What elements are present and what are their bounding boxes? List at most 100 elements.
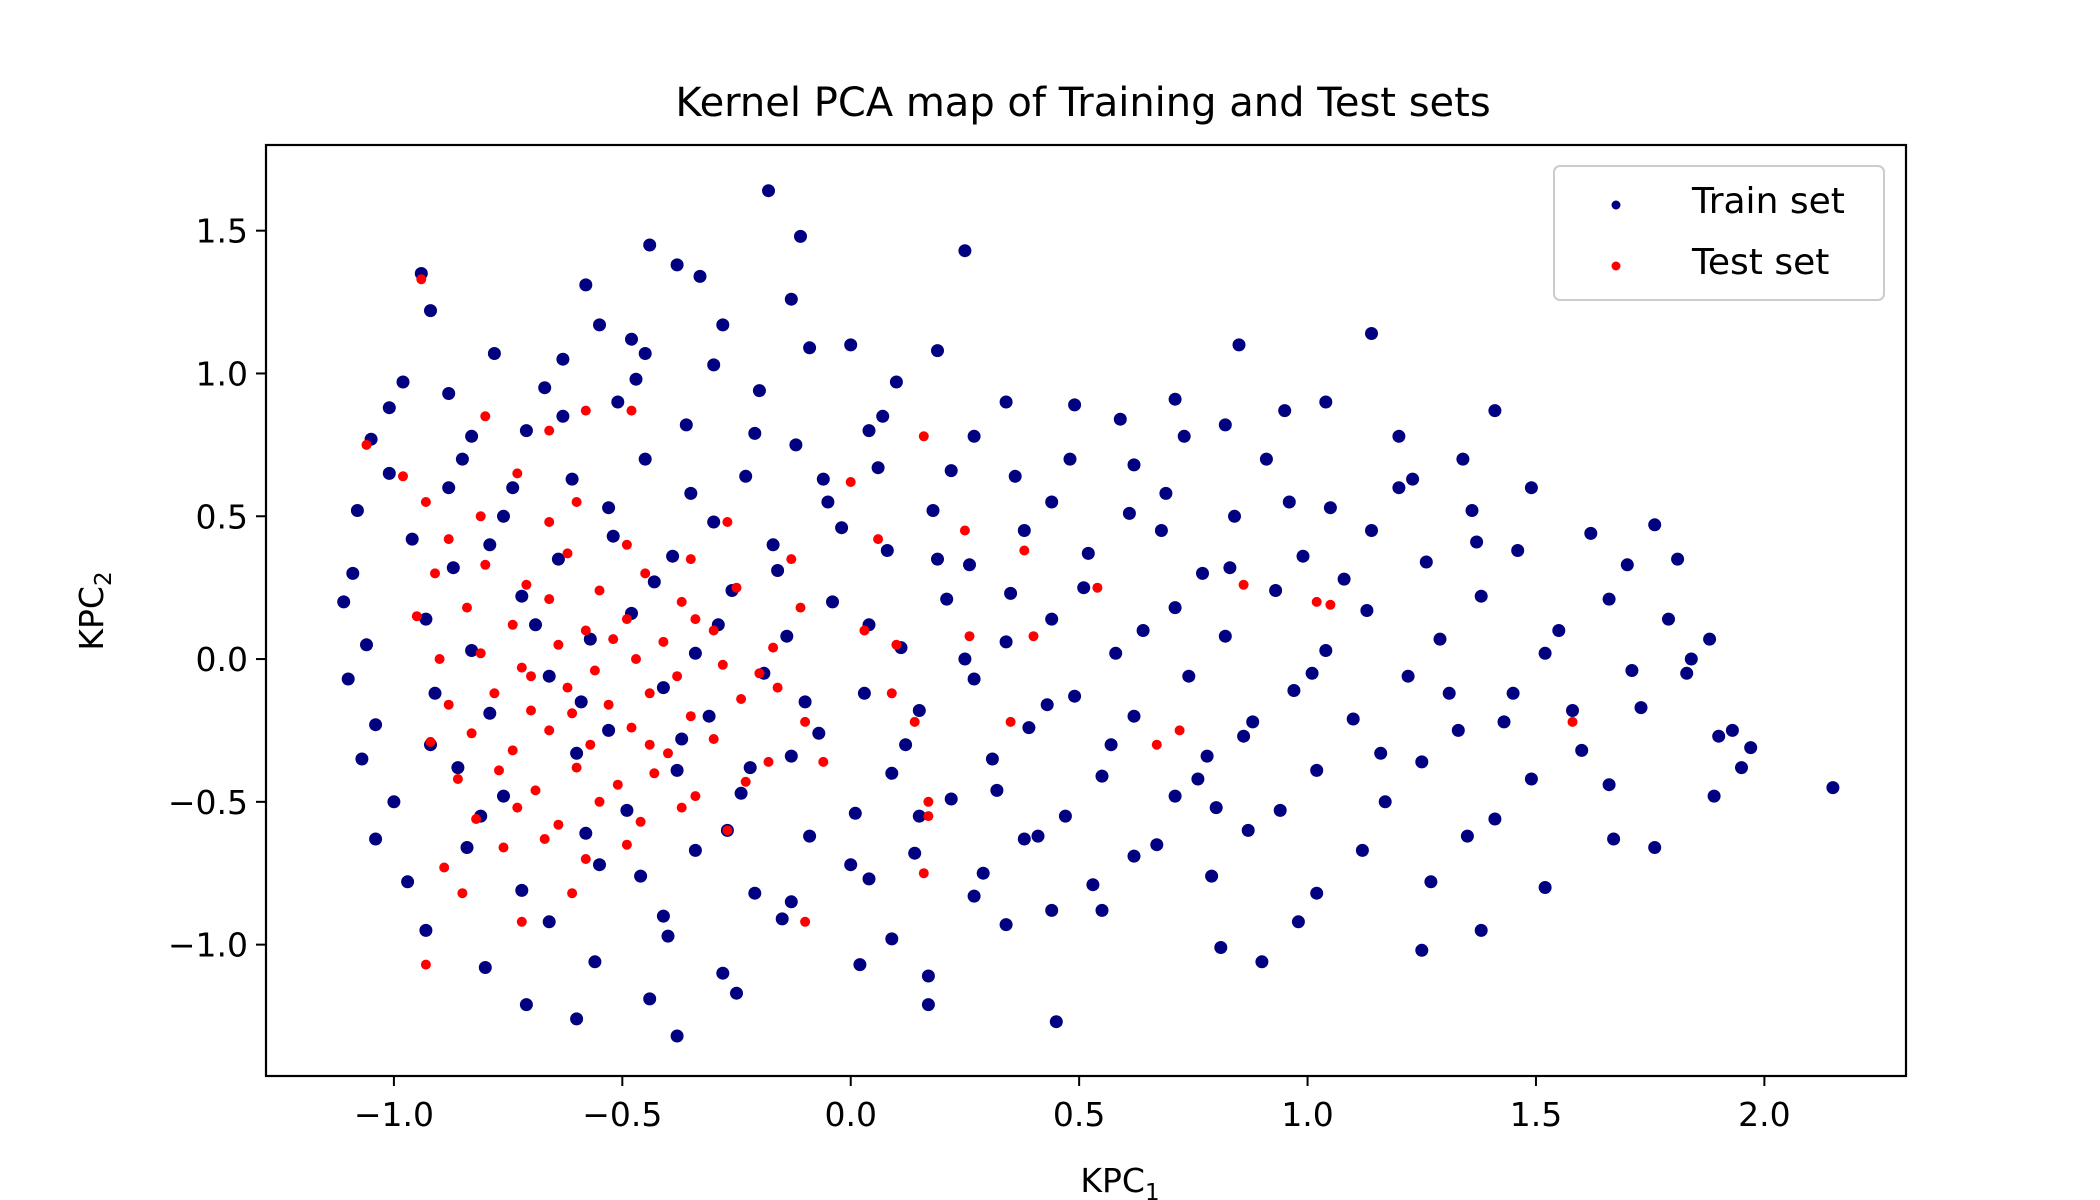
train-point-201 — [588, 955, 602, 969]
train-point-270 — [944, 464, 958, 478]
train-point-35 — [465, 429, 479, 443]
train-point-219 — [647, 575, 661, 589]
test-point-74 — [722, 825, 733, 836]
train-point-116 — [857, 686, 871, 700]
train-point-9 — [670, 258, 684, 272]
train-point-46 — [442, 481, 456, 495]
legend-marker-train — [1611, 200, 1621, 210]
test-point-26 — [507, 619, 518, 630]
train-point-32 — [1319, 395, 1333, 409]
test-point-49 — [736, 694, 747, 704]
train-point-130 — [912, 704, 926, 717]
train-point-37 — [679, 418, 693, 432]
train-point-199 — [1474, 923, 1488, 937]
train-point-182 — [862, 872, 876, 886]
train-point-165 — [369, 832, 383, 846]
train-point-36 — [519, 424, 533, 438]
x-axis-title: KPC1 — [1080, 1161, 1159, 1200]
y-tick-label-0: −1.0 — [168, 926, 248, 965]
y-axis-title: KPC2 — [72, 571, 117, 650]
train-point-198 — [1415, 943, 1429, 957]
train-point-2 — [643, 238, 657, 252]
train-point-12 — [625, 332, 638, 346]
train-point-278 — [1177, 429, 1191, 443]
train-point-210 — [1049, 1015, 1063, 1029]
train-point-137 — [1725, 723, 1739, 737]
train-point-54 — [1323, 501, 1337, 515]
train-point-265 — [784, 895, 798, 909]
test-point-79 — [439, 862, 450, 873]
train-point-80 — [1296, 549, 1310, 563]
train-point-209 — [921, 998, 935, 1012]
train-point-170 — [908, 846, 922, 860]
train-point-136 — [1566, 704, 1579, 717]
train-point-10 — [593, 318, 606, 332]
train-point-55 — [1406, 472, 1420, 486]
train-point-17 — [707, 358, 721, 372]
test-point-91 — [845, 477, 856, 487]
train-point-214 — [455, 452, 469, 466]
test-point-52 — [466, 728, 477, 739]
train-point-13 — [487, 347, 501, 360]
test-point-18 — [521, 579, 532, 590]
train-point-228 — [931, 552, 944, 566]
train-point-222 — [743, 761, 757, 775]
test-point-94 — [909, 716, 920, 727]
test-point-113 — [818, 756, 829, 767]
test-point-78 — [621, 839, 632, 850]
train-point-164 — [1707, 789, 1721, 803]
test-point-32 — [768, 642, 779, 653]
train-point-95 — [1474, 589, 1488, 603]
train-point-149 — [1524, 772, 1538, 786]
train-point-243 — [1374, 746, 1388, 760]
train-point-142 — [784, 749, 798, 763]
test-point-23 — [731, 582, 742, 593]
train-point-241 — [1305, 666, 1319, 680]
train-point-247 — [1497, 715, 1511, 729]
train-point-155 — [620, 803, 634, 817]
y-tick-label-1: −0.5 — [168, 783, 248, 822]
train-point-178 — [401, 875, 415, 889]
test-point-70 — [553, 819, 564, 830]
train-point-76 — [880, 544, 894, 557]
test-point-46 — [603, 699, 614, 710]
train-point-1 — [794, 229, 807, 243]
train-point-49 — [739, 469, 753, 483]
train-point-260 — [629, 372, 643, 386]
test-point-50 — [800, 716, 811, 727]
train-point-185 — [1205, 869, 1219, 883]
test-point-76 — [539, 834, 550, 844]
train-point-138 — [355, 752, 369, 766]
train-point-169 — [803, 829, 817, 843]
train-point-204 — [921, 969, 935, 983]
test-point-66 — [690, 791, 701, 802]
test-point-35 — [516, 662, 527, 673]
test-point-7 — [626, 405, 637, 416]
test-point-59 — [763, 756, 774, 767]
train-point-86 — [515, 589, 529, 603]
train-point-216 — [529, 618, 542, 632]
test-point-102 — [1092, 582, 1103, 593]
train-point-213 — [382, 401, 396, 415]
test-point-80 — [457, 888, 468, 899]
legend-box — [1553, 165, 1885, 301]
train-point-25 — [611, 395, 625, 409]
train-point-245 — [1442, 686, 1456, 700]
train-point-19 — [931, 344, 944, 358]
train-point-277 — [1150, 838, 1164, 852]
test-point-68 — [471, 814, 482, 824]
train-point-173 — [1241, 823, 1255, 837]
train-point-146 — [1200, 749, 1214, 763]
test-point-29 — [621, 614, 632, 625]
train-point-100 — [583, 632, 597, 646]
legend: Train set Test set — [1553, 165, 1885, 301]
train-point-262 — [684, 486, 698, 500]
test-point-77 — [580, 854, 591, 864]
train-point-96 — [1602, 592, 1616, 606]
train-point-236 — [1159, 486, 1173, 500]
train-point-43 — [1392, 429, 1406, 443]
y-axis-title-subscript: 2 — [91, 571, 117, 586]
train-point-118 — [1068, 689, 1082, 703]
test-point-99 — [1005, 716, 1016, 727]
test-point-44 — [526, 705, 536, 716]
